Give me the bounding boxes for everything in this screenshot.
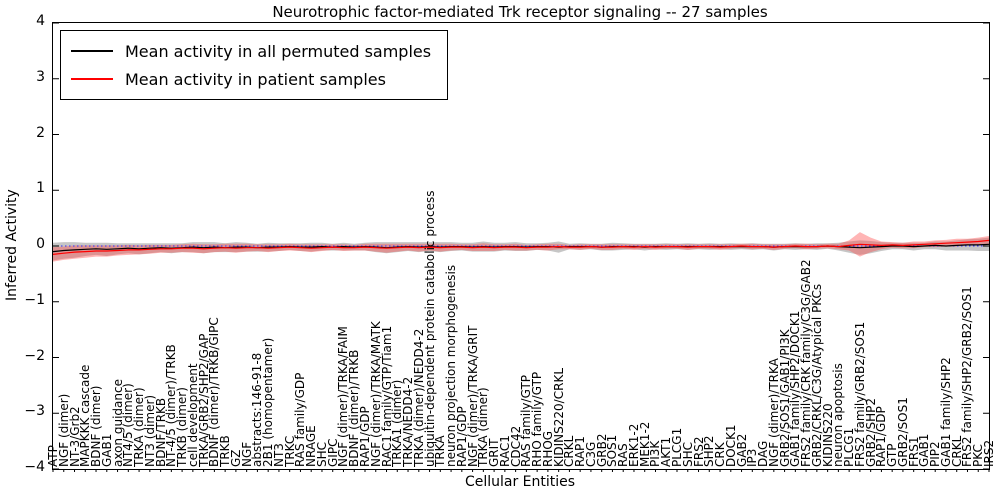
y-tick-label: −1 bbox=[24, 291, 45, 308]
legend-entry-label: Mean activity in all permuted samples bbox=[125, 41, 432, 61]
patient-line-swatch bbox=[71, 78, 113, 80]
y-tick-label: 3 bbox=[36, 68, 45, 85]
patient-mean-line bbox=[52, 239, 990, 255]
chart-title: Neurotrophic factor-mediated Trk recepto… bbox=[272, 3, 768, 21]
permuted-line-swatch bbox=[71, 50, 113, 52]
y-tick-label: 1 bbox=[36, 180, 45, 197]
plot-area: ATP NGF (dimer) NT-3/Grb2 MAPKKK cascade BDN… bbox=[46, 22, 996, 472]
permuted-band bbox=[53, 237, 989, 261]
y-tick-label: −3 bbox=[24, 403, 45, 420]
y-tick-label: 0 bbox=[36, 236, 45, 252]
legend: Mean activity in all permuted samples Me… bbox=[60, 30, 449, 100]
legend-entry-permuted: Mean activity in all permuted samples bbox=[71, 37, 431, 65]
x-axis-label: Cellular Entities bbox=[464, 474, 576, 490]
chart-canvas bbox=[52, 22, 990, 472]
legend-entry-patient: Mean activity in patient samples bbox=[71, 65, 431, 93]
y-tick-label: −4 bbox=[24, 459, 45, 475]
y-tick-label: 4 bbox=[36, 13, 45, 29]
y-tick-label: 2 bbox=[36, 124, 45, 141]
y-tick-label: −2 bbox=[24, 347, 45, 364]
legend-entry-label: Mean activity in patient samples bbox=[125, 69, 386, 89]
